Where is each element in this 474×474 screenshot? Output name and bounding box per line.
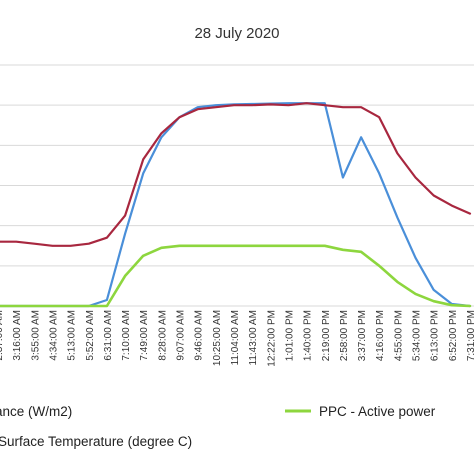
x-tick-label: 2:58:00 PM xyxy=(339,310,350,361)
x-tick-label: 9:46:00 AM xyxy=(194,310,205,361)
x-tick-label: 3:16:00 AM xyxy=(12,310,23,361)
legend: Solar Irradiance (W/m2) PPC - Active powe… xyxy=(0,404,436,449)
x-tick-label: 7:10:00 AM xyxy=(121,310,132,361)
x-tick-label: 11:04:00 AM xyxy=(230,310,241,365)
x-tick-label: 7:49:00 AM xyxy=(139,310,150,361)
x-tick-label: 7:31:00 PM xyxy=(466,310,474,361)
grid xyxy=(0,64,474,307)
x-tick-label: 2:19:00 PM xyxy=(321,310,332,361)
x-tick-label: 3:37:00 PM xyxy=(357,310,368,361)
x-tick-label: 2:37:00 AM xyxy=(0,310,5,361)
x-axis-ticks: 2:37:00 AM 3:16:00 AM 3:55:00 AM 4:34:00 AM… xyxy=(0,310,474,367)
x-tick-label: 5:52:00 AM xyxy=(85,310,96,361)
series-lines xyxy=(0,102,472,308)
legend-label: PPC - Active power xyxy=(319,404,436,419)
x-tick-label: 10:25:00 AM xyxy=(212,310,223,366)
x-tick-label: 5:34:00 PM xyxy=(412,310,423,361)
x-tick-label: 1:01:00 PM xyxy=(285,310,296,361)
legend-label: Solar Irradiance (W/m2) xyxy=(0,404,72,419)
x-tick-label: 4:16:00 PM xyxy=(375,310,386,361)
x-tick-label: 4:55:00 PM xyxy=(393,310,404,361)
x-tick-label: 11:43:00 AM xyxy=(248,310,259,365)
x-tick-label: 6:52:00 PM xyxy=(448,310,459,361)
x-tick-label: 5:13:00 AM xyxy=(67,310,78,361)
x-tick-label: 6:31:00 AM xyxy=(103,310,114,361)
x-tick-label: 4:34:00 AM xyxy=(49,310,60,361)
x-tick-label: 9:07:00 AM xyxy=(176,310,187,361)
series-line xyxy=(0,244,472,308)
x-tick-label: 3:55:00 AM xyxy=(30,310,41,361)
x-tick-label: 1:40:00 PM xyxy=(303,310,314,361)
x-tick-label: 6:13:00 PM xyxy=(430,310,441,361)
legend-label: Surface Temperature (degree C) xyxy=(0,434,192,449)
chart-title: 28 July 2020 xyxy=(194,25,279,42)
series-line xyxy=(0,102,472,308)
x-tick-label: 8:28:00 AM xyxy=(157,310,168,361)
series-line xyxy=(0,102,472,247)
x-tick-label: 12:22:00 PM xyxy=(266,310,277,367)
